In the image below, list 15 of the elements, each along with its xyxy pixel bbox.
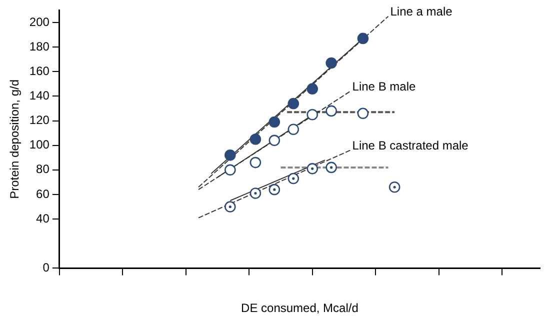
y-tick-label: 80 (36, 162, 50, 176)
y-axis-title: Protein deposition, g/d (8, 79, 22, 199)
y-tick-label: 160 (29, 64, 50, 78)
y-tick-label: 140 (29, 88, 50, 103)
y-tick-label: 100 (29, 138, 50, 152)
series-label: Line B male (352, 80, 416, 94)
y-tick-label: 40 (36, 211, 50, 226)
y-tick-label: 0 (42, 260, 50, 275)
text: Line a male (390, 4, 453, 19)
y-tick-label: 180 (29, 39, 50, 54)
y-tick-label: 60 (36, 186, 50, 201)
series-label: Line B castrated male (352, 138, 469, 153)
y-tick-label: 120 (29, 113, 50, 128)
x-axis-title: DE consumed, Mcal/d (241, 301, 358, 316)
y-tick-label: 200 (29, 14, 50, 29)
